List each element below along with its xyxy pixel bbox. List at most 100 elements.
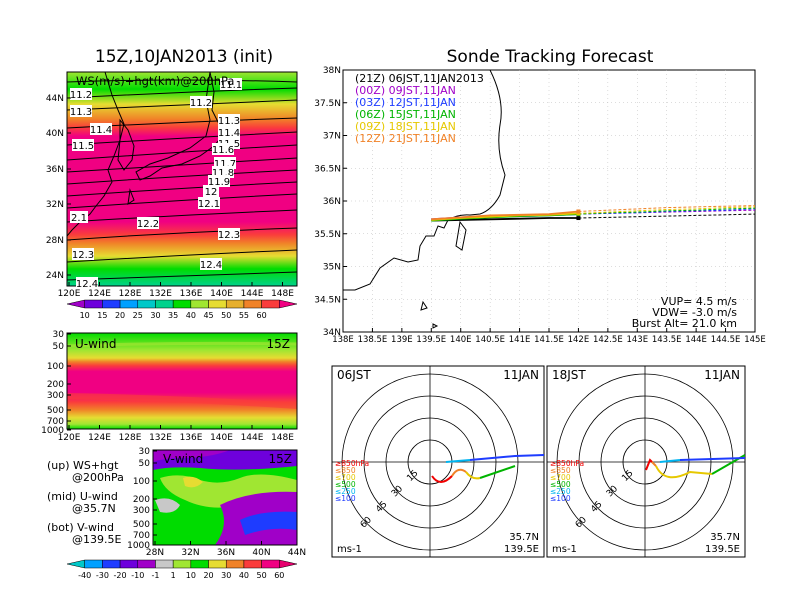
svg-text:12.2: 12.2 xyxy=(137,219,159,230)
colorbar-swatch xyxy=(137,559,156,569)
lon-tick-label: 144E xyxy=(241,433,264,443)
contour-label: 11.2 xyxy=(70,88,92,101)
lat-tick-label: 40N xyxy=(46,129,64,139)
ws-colorbar: 10 15 20 25 30 35 40 45 50 55 60 xyxy=(66,299,298,320)
contour-label: 11.1 xyxy=(220,78,242,91)
svg-text:2.1: 2.1 xyxy=(71,213,87,224)
lat-tick-label: 36N xyxy=(217,548,235,558)
colorbar-tick-label: 15 xyxy=(97,311,107,320)
track-line-dashed xyxy=(578,205,755,212)
lon-tick-label: 136E xyxy=(180,433,203,443)
pressure-tick-label: 200 xyxy=(47,380,64,390)
svg-text:11.9: 11.9 xyxy=(208,177,230,188)
contour-label: 11.4 xyxy=(90,123,112,136)
hodo-frame xyxy=(546,365,746,558)
hodo-trace xyxy=(645,458,653,471)
burst-marker xyxy=(576,209,581,214)
contour-label: 12 xyxy=(203,185,219,198)
pressure-legend: ≤500 xyxy=(335,480,356,489)
lon-tick-label: 144E xyxy=(685,335,707,345)
track-line-dashed xyxy=(578,206,755,214)
track-line-dashed xyxy=(578,213,755,219)
vup-value: VUP= 4.5 m/s xyxy=(661,295,737,308)
hodo-trace xyxy=(431,475,453,483)
ws-panel: 11.1 11.2 11.2 11.3 11.3 11.4 11.4 11.5 … xyxy=(46,71,298,320)
colorbar-swatch xyxy=(261,299,280,309)
track-lines xyxy=(431,205,755,222)
pressure-legend: ≤700 xyxy=(335,473,356,482)
v-lat-axis: 28N 32N 36N 40N 44N xyxy=(146,541,306,558)
pressure-legend: ≤850 xyxy=(335,466,356,475)
colorbar-tick-label: 20 xyxy=(203,571,213,580)
lat-tick-label: 38N xyxy=(323,66,341,76)
u-panel-time: 15Z xyxy=(267,337,291,351)
lon-tick-label: 138.5E xyxy=(358,335,388,345)
colorbar-tick-label: 40 xyxy=(239,571,249,580)
pressure-legend: ≤100 xyxy=(550,494,571,503)
contour-label: 11.6 xyxy=(212,143,234,156)
svg-text:11.7: 11.7 xyxy=(214,159,236,170)
hodo-lat: 35.7N xyxy=(710,532,740,543)
lat-tick-label: 36N xyxy=(323,197,341,207)
lon-tick-label: 148E xyxy=(271,289,294,299)
track-line-dashed xyxy=(578,207,755,215)
contour-label: 12.2 xyxy=(137,217,159,230)
lon-tick-label: 140E xyxy=(210,289,233,299)
legend-line: (up) WS+hgt xyxy=(47,459,119,472)
svg-text:11.3: 11.3 xyxy=(70,107,92,118)
ws-panel-label: WS(m/s)+hgt(km)@200hPa xyxy=(76,74,234,88)
lon-tick-label: 124E xyxy=(88,289,111,299)
v-panel-label: V-wind xyxy=(163,452,203,466)
pressure-tick-label: 1000 xyxy=(127,541,150,551)
lon-tick-label: 139.5E xyxy=(416,335,446,345)
hodo-units: ms-1 xyxy=(552,544,577,555)
colorbar-tick-label: 10 xyxy=(80,311,90,320)
pressure-legend: ≥850hPa xyxy=(550,459,584,468)
pressure-tick-label: 500 xyxy=(133,520,150,530)
svg-text:11.2: 11.2 xyxy=(190,98,212,109)
lon-tick-label: 139E xyxy=(391,335,413,345)
lat-tick-label: 28N xyxy=(146,548,164,558)
track-lon-axis: 138E 138.5E 139E 139.5E 140E 140.5E 141E 141.5E… xyxy=(332,328,766,345)
colorbar-tick-label: -10 xyxy=(131,571,144,580)
lon-tick-label: 140.5E xyxy=(475,335,505,345)
lat-tick-label: 34N xyxy=(323,328,341,338)
lon-tick-label: 132E xyxy=(149,289,172,299)
hodo-date: 11JAN xyxy=(704,368,740,382)
lat-tick-label: 37.5N xyxy=(314,99,341,109)
contour-label: 11.2 xyxy=(190,96,212,109)
legend-entry: (03Z) 12JST,11JAN xyxy=(355,96,456,109)
legend-line: @35.7N xyxy=(72,502,116,515)
colorbar-tick-label: 10 xyxy=(186,571,196,580)
colorbar-tick-label: 40 xyxy=(186,311,196,320)
lat-tick-label: 44N xyxy=(288,548,306,558)
colorbar-swatch xyxy=(261,559,280,569)
hodo-trace xyxy=(445,459,471,463)
pressure-legend: ≥850hPa xyxy=(335,459,369,468)
colorbar-tick-label: -20 xyxy=(114,571,127,580)
colorbar-tick-label: 30 xyxy=(150,311,160,320)
colorbar-swatch xyxy=(225,559,245,569)
v-panel-time: 15Z xyxy=(269,452,293,466)
colorbar-swatch xyxy=(172,299,192,309)
colorbar-swatch xyxy=(84,559,103,569)
track-line-dashed xyxy=(578,209,755,215)
svg-text:12.1: 12.1 xyxy=(198,199,220,210)
lon-tick-label: 142E xyxy=(568,335,590,345)
contour-label: 11.5 xyxy=(72,139,94,152)
colorbar-swatch xyxy=(66,559,85,569)
hodo-lon: 139.5E xyxy=(705,544,740,555)
lon-tick-label: 138E xyxy=(332,335,354,345)
lon-tick-label: 132E xyxy=(149,433,172,443)
colorbar-tick-label: 25 xyxy=(133,311,143,320)
colorbar-tick-label: -30 xyxy=(96,571,109,580)
pressure-tick-label: 50 xyxy=(53,342,65,352)
contour-label: 12.3 xyxy=(218,228,240,241)
hodo-trace xyxy=(659,459,681,463)
colorbar-swatch xyxy=(172,559,192,569)
colorbar-tick-label: 60 xyxy=(257,311,267,320)
pressure-tick-label: 700 xyxy=(133,531,150,541)
